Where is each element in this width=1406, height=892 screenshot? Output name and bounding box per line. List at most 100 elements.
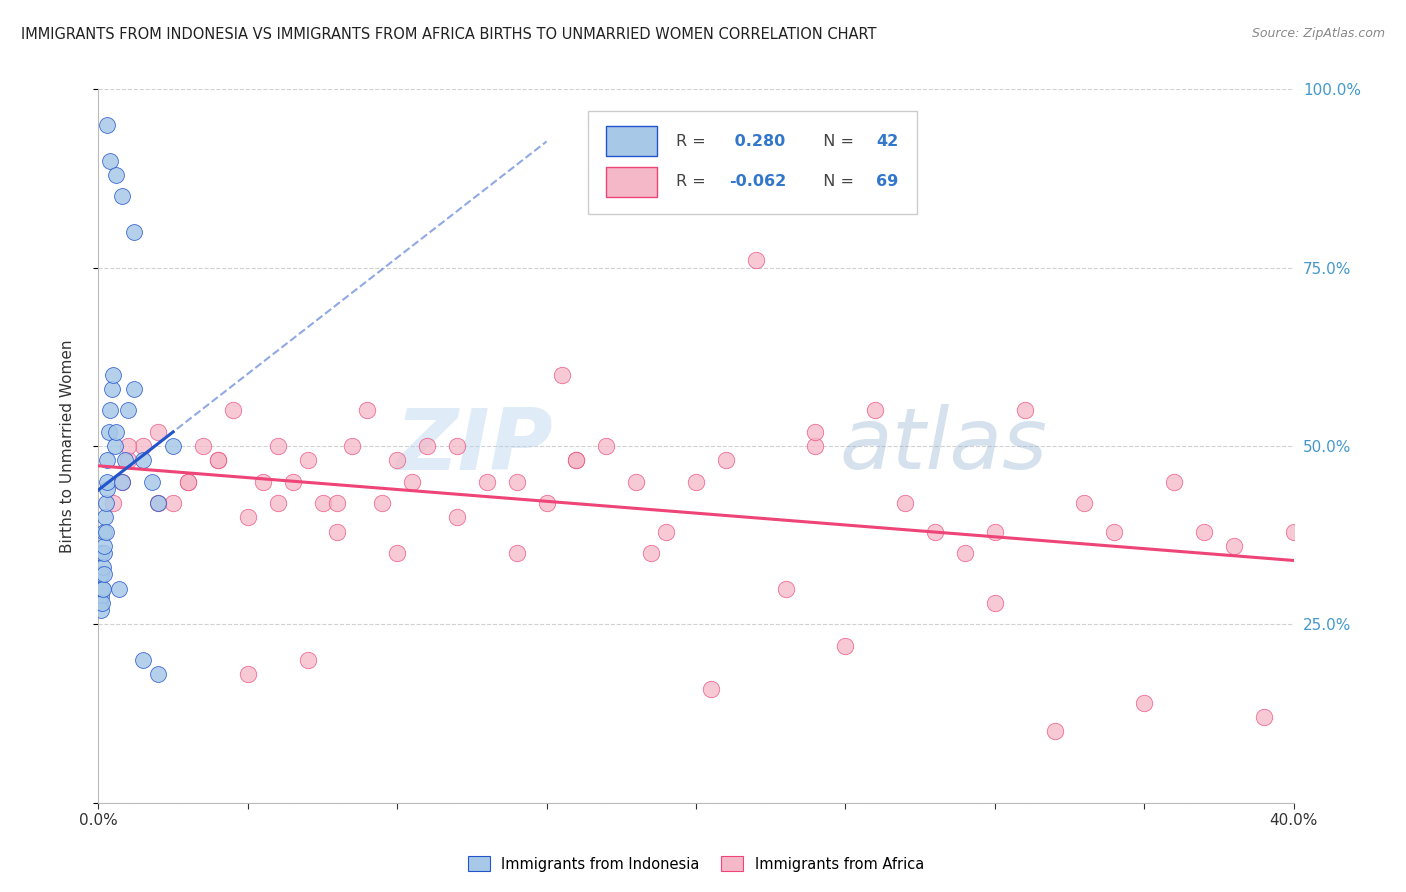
Point: [385, 453, 409, 467]
Text: 42: 42: [876, 134, 898, 149]
Point: [90, 546, 112, 560]
Point: [89, 582, 111, 596]
Point: [326, 524, 349, 539]
Point: [804, 425, 827, 439]
Point: [100, 153, 122, 168]
Point: [626, 475, 648, 489]
Point: [162, 439, 184, 453]
Point: [446, 439, 468, 453]
Text: IMMIGRANTS FROM INDONESIA VS IMMIGRANTS FROM AFRICA BIRTHS TO UNMARRIED WOMEN CO: IMMIGRANTS FROM INDONESIA VS IMMIGRANTS …: [21, 27, 876, 42]
Point: [91, 582, 114, 596]
Legend: Immigrants from Indonesia, Immigrants from Africa: Immigrants from Indonesia, Immigrants fr…: [461, 850, 931, 878]
Point: [297, 653, 319, 667]
Point: [177, 475, 200, 489]
Point: [894, 496, 917, 510]
Point: [1253, 710, 1275, 724]
Text: N =: N =: [813, 134, 859, 149]
Text: 69: 69: [876, 175, 898, 189]
Point: [100, 403, 122, 417]
Point: [385, 546, 409, 560]
Point: [91, 596, 114, 610]
Point: [117, 403, 139, 417]
Point: [1133, 696, 1156, 710]
Point: [124, 225, 146, 239]
Point: [94, 510, 117, 524]
Point: [132, 439, 155, 453]
Point: [105, 168, 128, 182]
Point: [97, 425, 120, 439]
Point: [91, 560, 114, 574]
Point: [93, 567, 115, 582]
Point: [124, 382, 146, 396]
Point: [111, 475, 134, 489]
Point: [93, 524, 115, 539]
Point: [91, 582, 114, 596]
Point: [132, 453, 155, 467]
Point: [863, 403, 887, 417]
Point: [804, 439, 827, 453]
Text: ZIP: ZIP: [395, 404, 553, 488]
Point: [595, 439, 617, 453]
Point: [191, 439, 214, 453]
Point: [117, 439, 139, 453]
Text: R =: R =: [676, 175, 710, 189]
Point: [297, 453, 319, 467]
Point: [446, 510, 468, 524]
Point: [475, 475, 498, 489]
Point: [536, 496, 558, 510]
Point: [103, 368, 125, 382]
Text: 0.280: 0.280: [730, 134, 786, 149]
Y-axis label: Births to Unmarried Women: Births to Unmarried Women: [60, 339, 75, 553]
Point: [401, 475, 423, 489]
Point: [371, 496, 394, 510]
Point: [640, 546, 662, 560]
Point: [93, 539, 115, 553]
Point: [236, 510, 259, 524]
FancyBboxPatch shape: [588, 111, 917, 214]
Point: [700, 681, 723, 696]
Point: [96, 118, 118, 132]
Point: [1282, 524, 1305, 539]
Point: [655, 524, 678, 539]
Point: [90, 567, 112, 582]
Point: [834, 639, 856, 653]
Text: R =: R =: [676, 134, 710, 149]
Point: [101, 382, 124, 396]
Point: [207, 453, 229, 467]
Point: [207, 453, 229, 467]
Point: [141, 475, 163, 489]
Point: [252, 475, 274, 489]
Point: [90, 589, 112, 603]
Point: [1043, 724, 1066, 739]
Point: [90, 603, 112, 617]
Point: [775, 582, 797, 596]
Point: [94, 496, 117, 510]
Point: [103, 496, 125, 510]
FancyBboxPatch shape: [606, 167, 657, 197]
Point: [506, 475, 529, 489]
Point: [148, 425, 170, 439]
Point: [93, 546, 115, 560]
Point: [984, 596, 1007, 610]
Point: [1014, 403, 1036, 417]
Point: [745, 253, 768, 268]
Point: [96, 453, 118, 467]
Point: [148, 667, 170, 681]
Point: [1102, 524, 1125, 539]
Point: [222, 403, 245, 417]
Point: [108, 582, 131, 596]
Point: [984, 524, 1007, 539]
Text: Source: ZipAtlas.com: Source: ZipAtlas.com: [1251, 27, 1385, 40]
Point: [1222, 539, 1246, 553]
Point: [114, 453, 136, 467]
Text: N =: N =: [813, 175, 859, 189]
Point: [162, 496, 184, 510]
Point: [565, 453, 588, 467]
Point: [356, 403, 378, 417]
Point: [96, 482, 118, 496]
Point: [1163, 475, 1185, 489]
Point: [550, 368, 572, 382]
Point: [132, 653, 155, 667]
Point: [267, 496, 290, 510]
Point: [714, 453, 737, 467]
